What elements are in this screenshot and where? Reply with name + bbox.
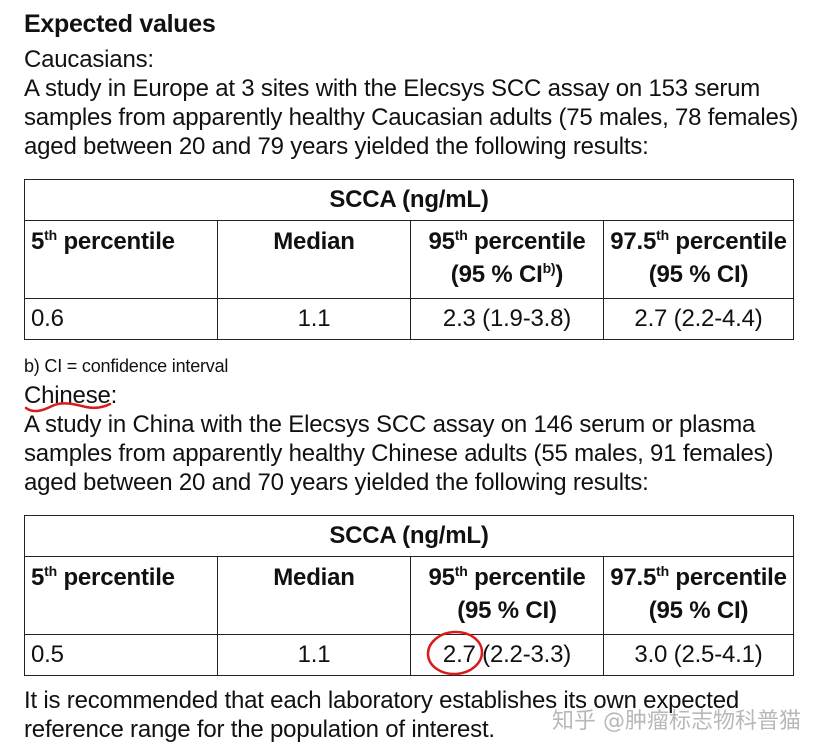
chinese-text-line: A study in China with the Elecsys SCC as… <box>24 411 756 438</box>
table-header-row: 5th percentile Median 95th percentile (95… <box>24 556 794 635</box>
cell-median: 1.1 <box>217 634 411 676</box>
header-97-5th-percentile: 97.5th percentile (95 % CI) <box>603 556 794 635</box>
cell-5th-percentile: 0.6 <box>24 298 218 340</box>
header-median: Median <box>217 220 411 299</box>
caucasian-text-line: aged between 20 and 79 years yielded the… <box>24 133 649 160</box>
closing-text-line: reference range for the population of in… <box>24 716 495 743</box>
table-title: SCCA (ng/mL) <box>24 179 794 221</box>
table-row: 0.6 1.1 2.3 (1.9-3.8) 2.7 (2.2-4.4) <box>24 298 794 340</box>
cell-97-5th-percentile: 3.0 (2.5-4.1) <box>603 634 794 676</box>
chinese-paragraph: Chinese: A study in China with the Elecs… <box>24 381 773 497</box>
chinese-results-table: SCCA (ng/mL) 5th percentile Median 95th … <box>24 515 794 676</box>
caucasian-text-line: A study in Europe at 3 sites with the El… <box>24 75 761 102</box>
closing-paragraph: It is recommended that each laboratory e… <box>24 686 739 744</box>
caucasian-results-table: SCCA (ng/mL) 5th percentile Median 95th … <box>24 179 794 340</box>
watermark: 知乎 @肿瘤标志物科普猫 <box>552 709 801 734</box>
footnote: b) CI = confidence interval <box>24 356 229 376</box>
table-row: 0.5 1.1 2.7 (2.2-3.3) 3.0 (2.5-4.1) <box>24 634 794 676</box>
table-header-row: 5th percentile Median 95th percentile (95… <box>24 220 794 299</box>
cell-95th-percentile: 2.7 (2.2-3.3) <box>410 634 604 676</box>
header-95th-percentile: 95th percentile (95 % CIb)) <box>410 220 604 299</box>
caucasian-subtitle: Caucasians: <box>24 46 154 73</box>
header-median: Median <box>217 556 411 635</box>
closing-text-line: It is recommended that each laboratory e… <box>24 687 739 714</box>
chinese-text-line: samples from apparently healthy Chinese … <box>24 440 774 467</box>
cell-95th-percentile: 2.3 (1.9-3.8) <box>410 298 604 340</box>
caucasian-paragraph: Caucasians: A study in Europe at 3 sites… <box>24 45 798 161</box>
chinese-text-line: aged between 20 and 70 years yielded the… <box>24 469 649 496</box>
cell-5th-percentile: 0.5 <box>24 634 218 676</box>
cell-median: 1.1 <box>217 298 411 340</box>
cell-97-5th-percentile: 2.7 (2.2-4.4) <box>603 298 794 340</box>
header-5th-percentile: 5th percentile <box>24 556 218 635</box>
section-heading: Expected values <box>24 10 216 38</box>
chinese-subtitle: Chinese: <box>24 382 118 409</box>
caucasian-text-line: samples from apparently healthy Caucasia… <box>24 104 799 131</box>
header-95th-percentile: 95th percentile (95 % CI) <box>410 556 604 635</box>
header-97-5th-percentile: 97.5th percentile (95 % CI) <box>603 220 794 299</box>
header-5th-percentile: 5th percentile <box>24 220 218 299</box>
table-title: SCCA (ng/mL) <box>24 515 794 557</box>
